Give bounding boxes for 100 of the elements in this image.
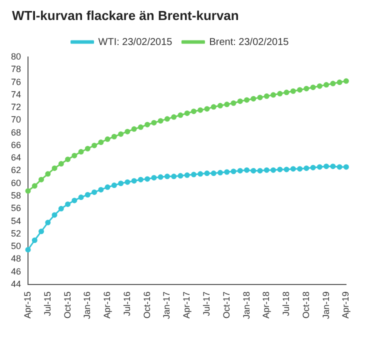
point: [164, 174, 170, 180]
point: [104, 184, 110, 190]
point: [316, 83, 322, 89]
y-tick-label: 62: [10, 165, 22, 176]
y-tick-label: 78: [10, 64, 22, 74]
point: [230, 168, 236, 174]
point: [324, 82, 330, 88]
point: [144, 176, 150, 182]
x-tick-label: Apr-16: [102, 291, 112, 318]
point: [72, 152, 78, 158]
point: [184, 172, 190, 178]
point: [284, 90, 290, 96]
y-tick-label: 76: [10, 76, 22, 87]
x-tick-label: Jan-17: [162, 291, 172, 320]
x-tick-label: Apr-15: [22, 291, 32, 318]
x-tick-label: Jan-18: [241, 291, 252, 320]
x-tick-label: Jul-17: [201, 291, 212, 316]
y-tick-label: 68: [10, 127, 22, 138]
point: [244, 167, 250, 173]
point: [84, 192, 90, 198]
point: [336, 80, 342, 86]
point: [124, 128, 130, 134]
y-tick-label: 44: [10, 278, 22, 289]
point: [224, 102, 230, 108]
y-tick-label: 70: [10, 114, 22, 125]
x-tick-label: Oct-17: [221, 291, 232, 318]
point: [171, 174, 177, 180]
y-tick-label: 52: [10, 228, 22, 238]
x-tick-label: Apr-18: [261, 291, 272, 318]
point: [290, 166, 296, 172]
point: [210, 104, 216, 110]
point: [25, 188, 31, 194]
x-tick-label: Jul-15: [42, 291, 52, 316]
point: [92, 189, 98, 195]
y-tick-label: 56: [10, 203, 22, 214]
point: [118, 131, 124, 137]
point: [190, 172, 196, 178]
y-tick-label: 80: [10, 51, 22, 62]
point: [324, 164, 330, 170]
point: [138, 124, 144, 130]
point: [25, 246, 31, 252]
point: [178, 112, 184, 118]
legend-label: WTI: 23/02/2015: [98, 36, 173, 48]
point: [151, 120, 157, 126]
point: [178, 173, 184, 179]
point: [45, 171, 51, 177]
point: [244, 97, 250, 103]
legend-label: Brent: 23/02/2015: [209, 36, 290, 48]
x-tick-label: Oct-18: [300, 291, 311, 318]
point: [304, 165, 310, 171]
point: [104, 136, 110, 142]
point: [224, 169, 230, 175]
point: [250, 168, 256, 174]
point: [290, 88, 296, 94]
point: [131, 126, 137, 132]
point: [270, 92, 276, 98]
point: [210, 170, 216, 176]
point: [230, 100, 236, 106]
point: [204, 106, 210, 112]
point: [277, 166, 283, 172]
point: [98, 140, 104, 146]
y-tick-label: 72: [10, 102, 22, 112]
point: [277, 90, 283, 96]
point: [98, 186, 104, 192]
point: [111, 182, 117, 188]
point: [38, 228, 44, 234]
point: [111, 134, 117, 140]
y-tick-label: 46: [10, 266, 22, 276]
point: [78, 194, 84, 200]
y-tick-label: 64: [10, 152, 22, 163]
point: [304, 86, 310, 92]
point: [38, 176, 44, 182]
point: [164, 116, 170, 122]
x-tick-label: Apr-19: [340, 291, 351, 318]
point: [237, 168, 243, 174]
point: [284, 166, 290, 172]
point: [138, 176, 144, 182]
x-tick-label: Jul-18: [281, 291, 292, 316]
point: [330, 164, 336, 170]
point: [65, 156, 71, 162]
point: [310, 164, 316, 170]
x-tick-label: Jan-19: [320, 291, 331, 320]
point: [250, 96, 256, 102]
x-tick-label: Oct-16: [142, 291, 152, 318]
point: [264, 93, 270, 99]
point: [198, 107, 204, 113]
y-tick-label: 50: [10, 241, 22, 252]
y-tick-label: 54: [10, 216, 22, 226]
point: [297, 166, 303, 172]
point: [198, 171, 204, 177]
y-tick-label: 58: [10, 190, 22, 200]
x-tick-label: Oct-15: [62, 291, 72, 318]
point: [144, 122, 150, 128]
point: [330, 80, 336, 86]
point: [52, 212, 58, 218]
point: [297, 87, 303, 93]
point: [336, 164, 342, 170]
y-tick-label: 66: [10, 140, 22, 150]
point: [190, 108, 196, 114]
point: [343, 78, 349, 84]
